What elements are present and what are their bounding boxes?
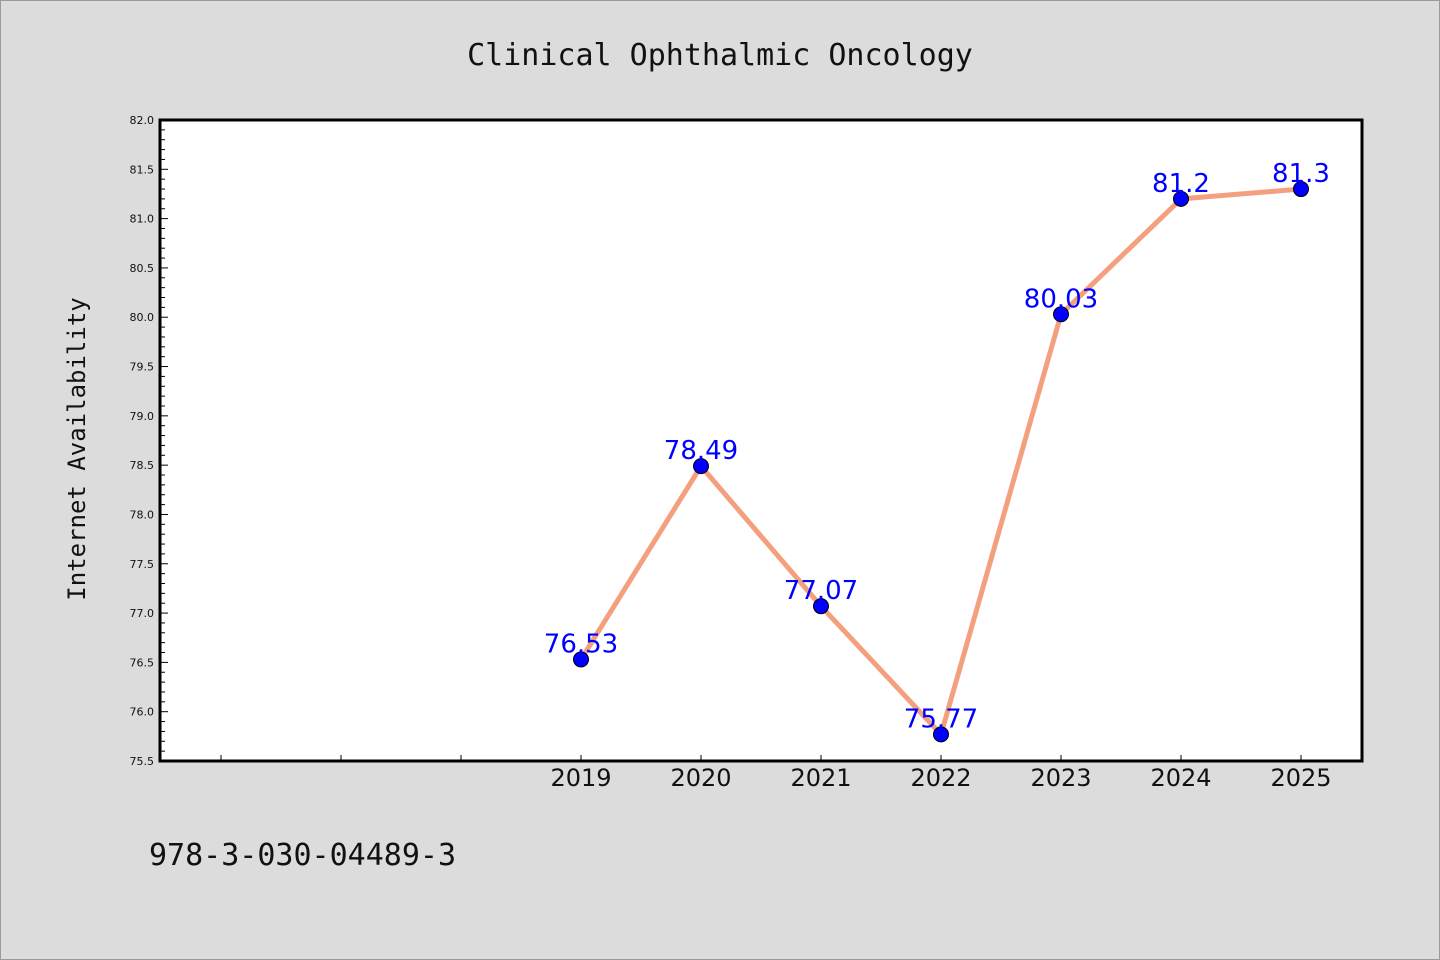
x-tick-label: 2020 [670,764,731,792]
data-point [693,458,709,475]
x-tick-label: 2022 [910,764,971,792]
y-tick-label: 80.0 [130,311,155,324]
y-tick-label: 78.0 [130,508,155,521]
y-tick-label: 81.0 [130,213,155,226]
data-point [1173,190,1189,207]
y-tick-label: 77.5 [130,558,155,571]
data-value-label: 76.53 [544,629,618,659]
y-tick-label: 78.5 [130,459,155,472]
chart-title: Clinical Ophthalmic Oncology [467,38,973,73]
plot-area [158,118,1364,763]
data-labels: 76.53 78.49 77.07 75.77 80.03 81.2 81.3 [544,159,1330,734]
x-axis: 2019 2020 2021 2022 2023 2024 2025 [220,755,1332,792]
y-tick-label: 79.0 [130,410,155,423]
data-value-label: 75.77 [904,704,978,734]
data-series [573,181,1309,743]
footer-identifier: 978-3-030-04489-3 [149,838,456,873]
x-tick-label: 2021 [790,764,851,792]
y-tick-label: 81.5 [130,163,155,176]
y-axis-label: Internet Availability [63,297,91,600]
data-value-label: 81.2 [1152,169,1210,199]
y-tick-label: 75.5 [130,755,155,768]
y-tick-label: 80.5 [130,262,155,275]
data-value-label: 80.03 [1024,284,1098,314]
data-value-label: 78.49 [664,436,738,466]
x-tick-label: 2024 [1150,764,1211,792]
y-tick-label: 77.0 [130,607,155,620]
data-point [573,651,589,668]
x-tick-label: 2025 [1270,764,1331,792]
x-tick-label: 2019 [550,764,611,792]
y-tick-label: 79.5 [130,361,155,374]
data-point [1053,306,1069,323]
data-point [933,726,949,743]
data-value-label: 81.3 [1272,159,1330,189]
y-tick-label: 82.0 [130,114,155,127]
x-tick-label: 2023 [1030,764,1091,792]
y-tick-label: 76.5 [130,656,155,669]
y-axis: 75.5 76.0 76.5 77.0 77.5 78.0 78.5 79.0 79.5 80.0… [130,114,168,768]
data-value-label: 77.07 [784,576,858,606]
data-point [1293,181,1309,198]
y-tick-label: 76.0 [130,706,155,719]
data-point [813,598,829,615]
